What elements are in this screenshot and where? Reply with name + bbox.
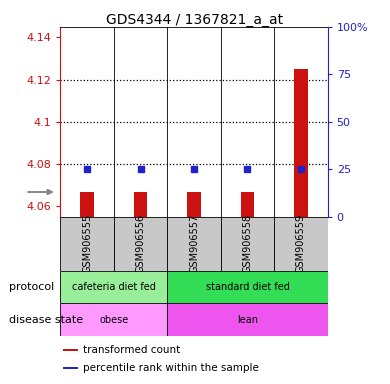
Bar (63, 367, 78, 369)
Text: GSM906556: GSM906556 (136, 214, 145, 273)
Bar (167, 303, 328, 336)
Text: obese: obese (99, 314, 129, 325)
Text: protocol: protocol (9, 282, 54, 292)
Bar (60, 217, 114, 271)
Bar (187, 192, 201, 217)
Bar (294, 69, 308, 217)
Bar (80, 192, 94, 217)
Bar (241, 192, 254, 217)
Text: percentile rank within the sample: percentile rank within the sample (83, 363, 259, 373)
Text: GSM906559: GSM906559 (296, 214, 306, 273)
Text: lean: lean (237, 314, 258, 325)
Bar (63, 349, 78, 351)
Bar (167, 271, 328, 303)
Bar (221, 217, 274, 271)
Text: GSM906558: GSM906558 (243, 214, 252, 273)
Text: GSM906555: GSM906555 (82, 214, 92, 273)
Bar (60, 271, 167, 303)
Bar (167, 217, 221, 271)
Text: cafeteria diet fed: cafeteria diet fed (72, 282, 156, 292)
Text: GDS4344 / 1367821_a_at: GDS4344 / 1367821_a_at (106, 13, 284, 27)
Bar (60, 303, 167, 336)
Bar (274, 217, 328, 271)
Text: GSM906557: GSM906557 (189, 214, 199, 273)
Text: standard diet fed: standard diet fed (206, 282, 289, 292)
Bar (134, 192, 147, 217)
Bar (114, 217, 167, 271)
Text: transformed count: transformed count (83, 345, 181, 355)
Text: disease state: disease state (9, 314, 83, 325)
